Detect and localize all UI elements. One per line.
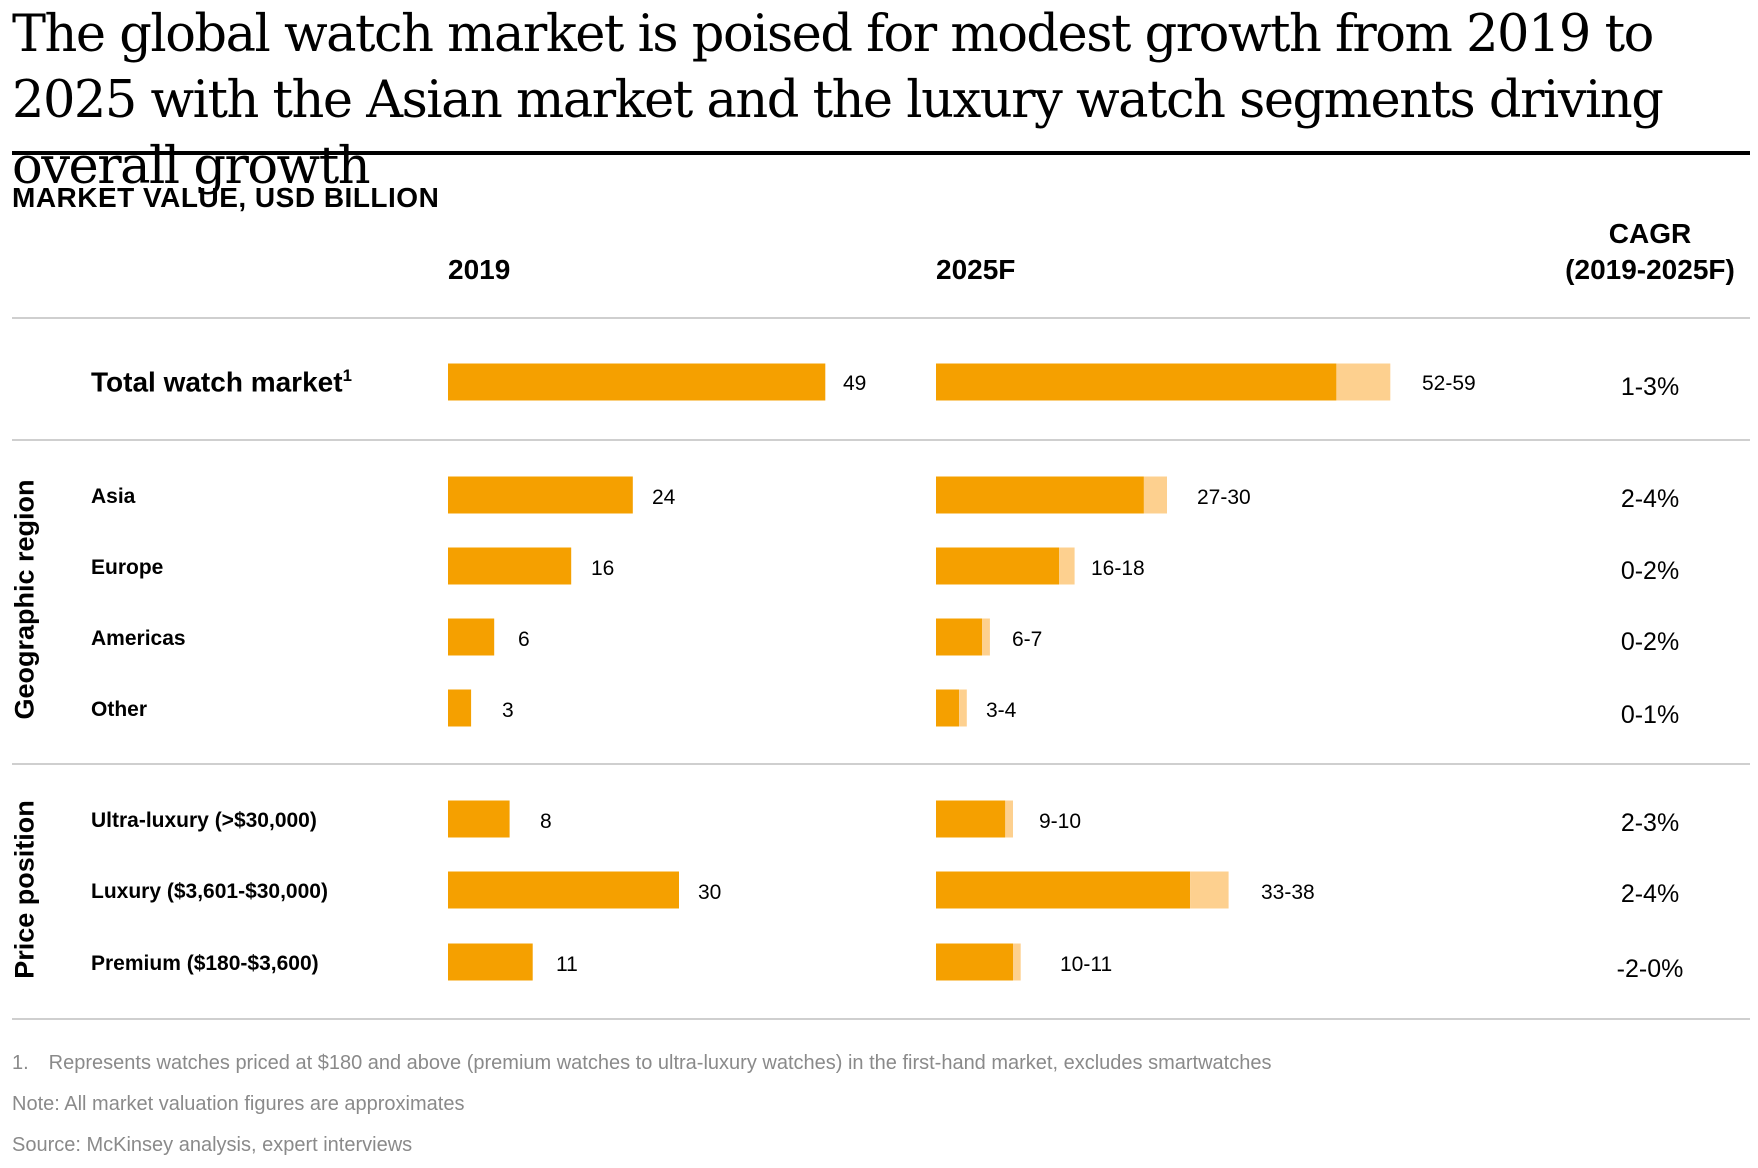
bar-2025-range-other — [959, 689, 967, 727]
row-label-asia: Asia — [91, 485, 136, 508]
chart-subtitle: MARKET VALUE, USD BILLION — [12, 182, 440, 213]
value-label-2025-ultra-luxury: 9-10 — [1039, 810, 1082, 833]
bar-2019-total — [448, 363, 826, 401]
bar-2025-low-premium — [936, 943, 1013, 981]
bar-2019-premium — [448, 943, 533, 981]
bar-2025-range-europe — [1059, 547, 1075, 585]
row-label-ultra-luxury: Ultra-luxury (>$30,000) — [91, 809, 317, 832]
bar-2019-luxury — [448, 871, 679, 909]
cagr-europe: 0-2% — [1620, 557, 1680, 585]
cagr-header-line2: (2019-2025F) — [1565, 254, 1735, 285]
row-label-americas: Americas — [91, 627, 186, 650]
row-label-premium: Premium ($180-$3,600) — [91, 952, 319, 975]
header-divider — [12, 317, 1750, 319]
bar-2025-range-ultra-luxury — [1005, 800, 1013, 838]
cagr-asia: 2-4% — [1620, 485, 1680, 513]
bar-2025-low-luxury — [936, 871, 1191, 909]
region-divider — [12, 763, 1750, 765]
footnote-source: Source: McKinsey analysis, expert interv… — [12, 1134, 413, 1156]
value-label-2025-luxury: 33-38 — [1261, 881, 1315, 904]
value-label-2019-europe: 16 — [591, 557, 615, 580]
value-label-2019-americas: 6 — [518, 628, 530, 651]
column-header-cagr: CAGR (2019-2025F) — [1540, 216, 1758, 288]
bar-2019-ultra-luxury — [448, 800, 510, 838]
cagr-total: 1-3% — [1620, 373, 1680, 401]
bar-2025-low-ultra-luxury — [936, 800, 1006, 838]
bar-2025-range-premium — [1013, 943, 1021, 981]
value-label-2025-americas: 6-7 — [1012, 628, 1043, 651]
footnote-1: 1. Represents watches priced at $180 and… — [12, 1052, 1272, 1074]
footnote-marker: 1 — [342, 366, 352, 385]
cagr-other: 0-1% — [1620, 701, 1680, 729]
bar-2025-range-total — [1336, 363, 1391, 401]
cagr-americas: 0-2% — [1620, 628, 1680, 656]
column-header-2019: 2019 — [448, 254, 511, 285]
value-label-2025-europe: 16-18 — [1091, 557, 1145, 580]
bar-2025-range-americas — [982, 618, 990, 656]
value-label-2025-other: 3-4 — [986, 699, 1017, 722]
footnote-note: Note: All market valuation figures are a… — [12, 1093, 465, 1115]
value-label-2019-luxury: 30 — [698, 881, 722, 904]
value-label-2025-total: 52-59 — [1422, 372, 1476, 395]
cagr-ultra-luxury: 2-3% — [1620, 809, 1680, 837]
bar-2025-range-luxury — [1190, 871, 1229, 909]
row-label-total: Total watch market1 — [91, 366, 352, 398]
chart-title: The global watch market is poised for mo… — [12, 5, 1664, 196]
bar-2019-other — [448, 689, 472, 727]
value-label-2019-total: 49 — [843, 372, 867, 395]
column-header-2025f: 2025F — [936, 254, 1016, 285]
bar-2025-low-total — [936, 363, 1337, 401]
bar-2025-low-other — [936, 689, 960, 727]
cagr-header-line1: CAGR — [1608, 218, 1692, 249]
bar-2025-low-europe — [936, 547, 1060, 585]
row-label-europe: Europe — [91, 556, 164, 579]
value-label-2019-other: 3 — [502, 699, 514, 722]
value-label-2019-ultra-luxury: 8 — [540, 810, 552, 833]
row-label-luxury: Luxury ($3,601-$30,000) — [91, 880, 328, 903]
price-divider — [12, 1018, 1750, 1020]
bar-2025-range-asia — [1143, 476, 1167, 514]
cagr-luxury: 2-4% — [1620, 880, 1680, 908]
total-divider — [12, 439, 1750, 441]
value-label-2025-premium: 10-11 — [1060, 953, 1113, 976]
cagr-premium: -2-0% — [1616, 955, 1684, 983]
value-label-2019-asia: 24 — [652, 486, 676, 509]
title-divider — [12, 151, 1750, 155]
bar-2019-asia — [448, 476, 633, 514]
value-label-2019-premium: 11 — [556, 953, 578, 976]
value-label-2025-asia: 27-30 — [1197, 486, 1251, 509]
bar-2019-europe — [448, 547, 572, 585]
row-label-other: Other — [91, 698, 148, 721]
bar-2019-americas — [448, 618, 495, 656]
bar-2025-low-americas — [936, 618, 983, 656]
bar-2025-low-asia — [936, 476, 1144, 514]
